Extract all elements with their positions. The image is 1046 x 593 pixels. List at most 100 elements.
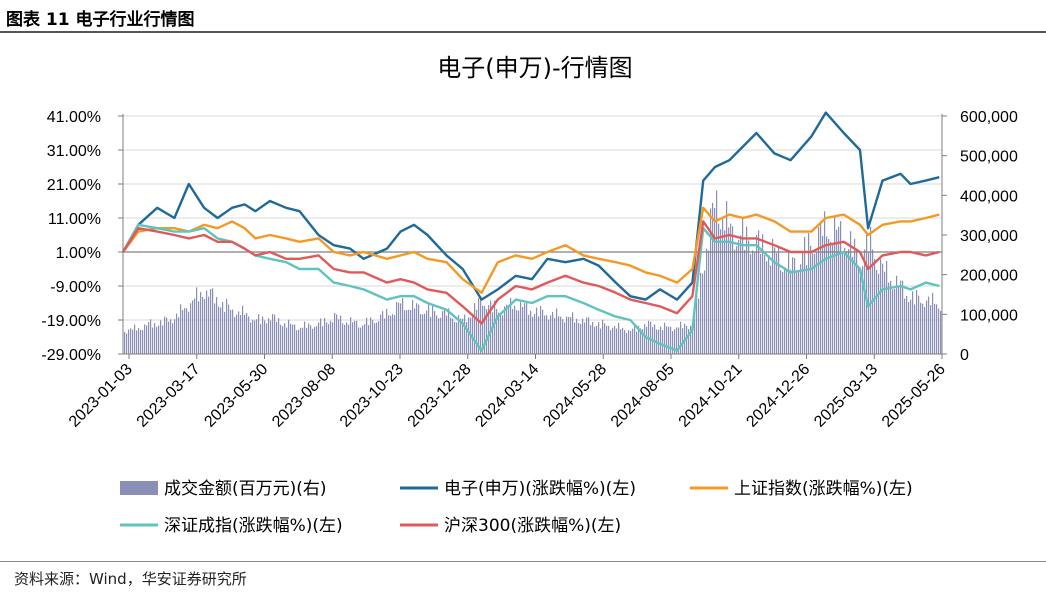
volume-bar — [900, 280, 902, 354]
volume-bar — [766, 261, 768, 354]
volume-bar — [886, 260, 888, 354]
volume-bar — [230, 309, 232, 354]
volume-bar — [558, 316, 560, 354]
x-tick-label: 2023-05-30 — [201, 361, 271, 431]
volume-bar — [278, 318, 280, 354]
volume-bar — [428, 304, 430, 354]
volume-bar — [616, 328, 618, 354]
volume-bar — [224, 311, 226, 354]
volume-bar — [410, 309, 412, 354]
volume-bar — [550, 315, 552, 354]
volume-bar — [926, 300, 928, 354]
volume-bar — [158, 325, 160, 354]
volume-bar — [232, 309, 234, 354]
volume-bar — [756, 234, 758, 354]
volume-bar — [258, 314, 260, 354]
volume-bar — [442, 310, 444, 354]
volume-bar — [214, 303, 216, 354]
volume-bar — [130, 328, 132, 354]
volume-bar — [774, 247, 776, 354]
volume-bar — [162, 325, 164, 354]
volume-bar — [806, 264, 808, 354]
volume-bar — [290, 323, 292, 354]
volume-bar — [378, 321, 380, 354]
volume-bar — [530, 310, 532, 354]
volume-bar — [394, 315, 396, 354]
volume-bar — [520, 301, 522, 354]
volume-bar — [248, 316, 250, 354]
volume-bar — [512, 309, 514, 354]
y-left-ticks: 41.00% 31.00% 21.00% 11.00% 1.00% -9.00% -19.0… — [41, 109, 123, 364]
volume-bar — [746, 226, 748, 354]
volume-bar — [180, 304, 182, 354]
volume-bar — [612, 327, 614, 354]
volume-bar — [894, 288, 896, 354]
volume-bar — [138, 328, 140, 354]
volume-bar — [896, 275, 898, 354]
volume-bar — [536, 307, 538, 354]
volume-bar — [484, 306, 486, 354]
volume-bar — [662, 330, 664, 354]
volume-bar — [404, 310, 406, 354]
volume-bar — [556, 308, 558, 354]
volume-bar — [228, 304, 230, 354]
volume-bar — [494, 300, 496, 354]
volume-bar — [892, 289, 894, 354]
volume-bar — [330, 320, 332, 354]
volume-bar — [856, 248, 858, 354]
volume-bar — [524, 303, 526, 354]
x-tick-label: 2024-12-26 — [743, 361, 813, 431]
y-left-tick-label: 11.00% — [48, 211, 101, 228]
volume-bar — [674, 329, 676, 354]
x-tick-label: 2024-10-21 — [676, 361, 746, 431]
volume-bar — [928, 296, 930, 354]
volume-bar — [498, 312, 500, 354]
volume-bar — [622, 327, 624, 354]
volume-bar — [798, 272, 800, 354]
chart: 电子(申万)-行情图 41.00% 31.00% 21.00% 11.00% 1.00%… — [41, 54, 1018, 536]
volume-bar — [850, 231, 852, 354]
x-tick-label: 2025-03-13 — [811, 361, 881, 431]
volume-bar — [140, 329, 142, 354]
y-left-tick-label: 21.00% — [47, 177, 101, 194]
volume-bar — [582, 318, 584, 354]
volume-bar — [166, 317, 168, 354]
volume-bar — [286, 327, 288, 354]
volume-bar — [718, 223, 720, 354]
volume-bar — [282, 326, 284, 354]
volume-bar — [336, 314, 338, 354]
volume-bar — [700, 272, 702, 354]
volume-bar — [462, 318, 464, 354]
legend-label: 电子(申万)(涨跌幅%)(左) — [444, 479, 636, 499]
volume-bar — [636, 331, 638, 354]
volume-bar — [506, 304, 508, 354]
volume-bar — [152, 327, 154, 354]
volume-bar — [924, 307, 926, 354]
volume-bar — [504, 306, 506, 354]
volume-bar — [518, 310, 520, 354]
series-lines — [121, 111, 940, 352]
volume-bar — [316, 326, 318, 354]
volume-bar — [608, 325, 610, 354]
volume-bar — [858, 266, 860, 354]
volume-bar — [306, 327, 308, 354]
volume-bar — [866, 232, 868, 354]
volume-bar — [570, 317, 572, 354]
volume-bar — [772, 238, 774, 354]
volume-bar — [670, 326, 672, 354]
volume-bar — [472, 313, 474, 354]
volume-bar — [720, 229, 722, 354]
legend-label: 深证成指(涨跌幅%)(左) — [164, 516, 343, 536]
volume-bar — [698, 298, 700, 354]
volume-bar — [296, 330, 298, 354]
volume-bar — [810, 245, 812, 354]
volume-bar — [544, 315, 546, 354]
volume-bar — [466, 322, 468, 354]
volume-bar — [554, 318, 556, 354]
volume-bar — [672, 331, 674, 354]
volume-bar — [474, 303, 476, 354]
volume-bar — [292, 324, 294, 354]
volume-bar — [918, 295, 920, 354]
volume-bar — [192, 300, 194, 354]
volume-bar — [916, 289, 918, 354]
